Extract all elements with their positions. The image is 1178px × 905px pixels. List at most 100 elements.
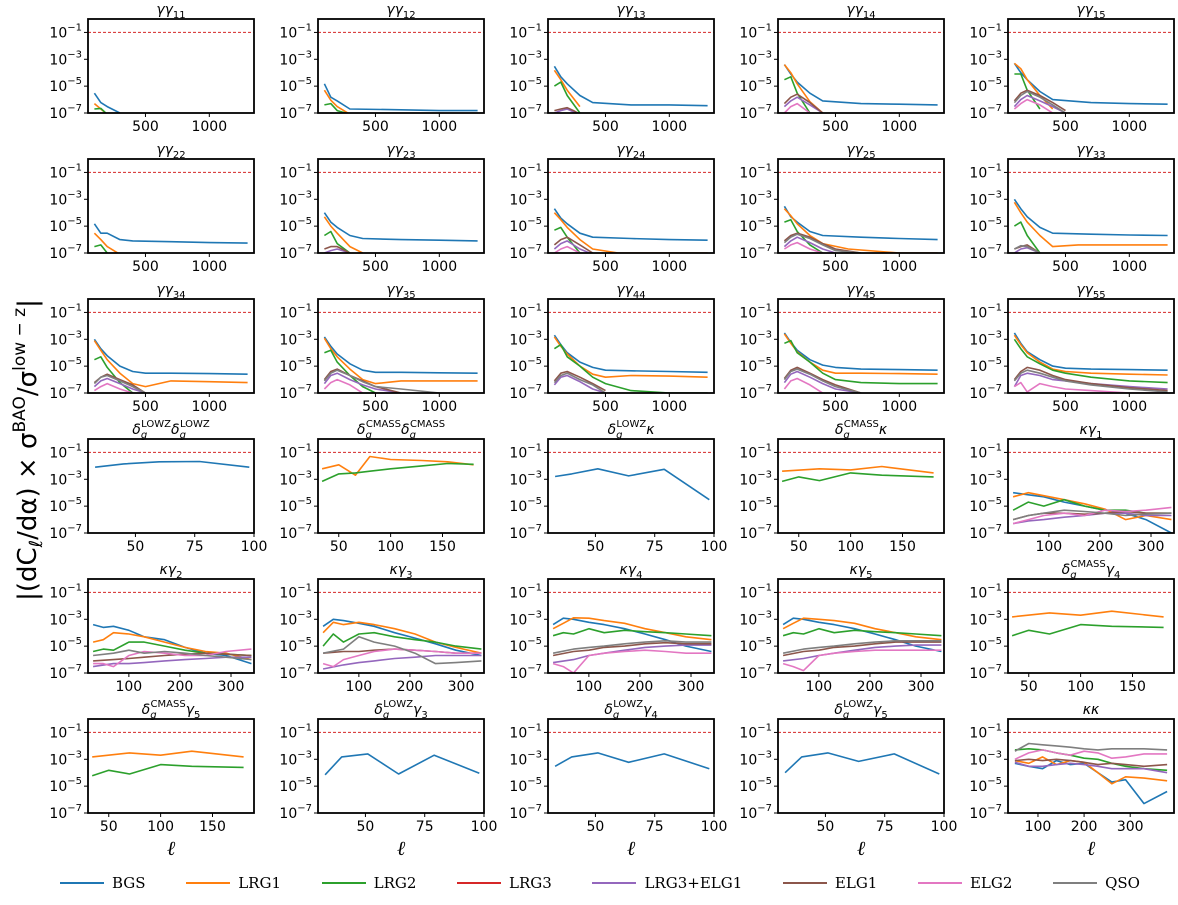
axes-frame [1007, 578, 1175, 674]
y-tick-label: 10−5 [279, 356, 312, 375]
y-tick-label: 10−1 [969, 722, 1002, 741]
x-tick-label: 1000 [1111, 399, 1147, 415]
y-tick-label: 10−7 [969, 803, 1002, 822]
y-tick-label: 10−1 [969, 582, 1002, 601]
y-tick-label: 10−1 [49, 22, 82, 41]
x-tick-label: 100 [147, 819, 174, 835]
y-tick-label: 10−3 [739, 49, 772, 68]
subplot-24: κγ5 10−1 10−3 10−5 10−7 100 200 300 [739, 562, 945, 695]
subplot-title: κγ5 [850, 562, 873, 581]
y-tick-label: 10−1 [49, 302, 82, 321]
x-tick-label: 500 [822, 119, 849, 135]
legend-item-lrg2: LRG2 [321, 874, 416, 892]
x-tick-label: 200 [1071, 819, 1098, 835]
x-tick-label: 300 [1138, 539, 1165, 555]
subplot-7: γγ23 10−1 10−3 10−5 10−7 500 1000 [279, 142, 485, 275]
legend-label: LRG3+ELG1 [644, 874, 743, 892]
legend-swatch [457, 882, 502, 884]
y-tick-label: 10−5 [509, 356, 542, 375]
y-tick-label: 10−5 [279, 776, 312, 795]
series-line-bgs [784, 752, 940, 775]
subplot-20: κγ1 10−1 10−3 10−5 10−7 100 200 300 [969, 422, 1175, 555]
y-tick-label: 10−3 [279, 329, 312, 348]
series-line-lrg1 [93, 232, 120, 253]
series-line-qso [782, 639, 942, 654]
x-tick-label: 300 [1117, 819, 1144, 835]
subplot-15: γγ55 10−1 10−3 10−5 10−7 500 1000 [969, 282, 1175, 415]
x-tick-label: 75 [646, 539, 664, 555]
x-tick-label: 500 [362, 119, 389, 135]
series-line-lrg2 [1014, 73, 1041, 110]
legend-swatch [782, 882, 827, 884]
legend-swatch [1053, 882, 1098, 884]
series-line-elg2 [783, 377, 824, 393]
series-line-bgs [782, 617, 942, 653]
y-tick-label: 10−7 [969, 243, 1002, 262]
x-tick-label: 1000 [881, 119, 917, 135]
x-tick-label: 200 [397, 679, 424, 695]
series-line-elg2 [783, 241, 823, 253]
series-line-qso [1013, 369, 1168, 393]
x-tick-label: 100 [805, 679, 832, 695]
subplot-4: γγ14 10−1 10−3 10−5 10−7 500 1000 [739, 2, 945, 135]
legend: BGS LRG1 LRG2 LRG3 LRG3+ELG1 ELG1 ELG2 QSO [60, 870, 1140, 896]
y-tick-label: 10−3 [969, 329, 1002, 348]
series-line-lrg2 [1011, 623, 1164, 637]
x-tick-label: 500 [132, 399, 159, 415]
subplot-title: γγ25 [846, 142, 875, 161]
legend-swatch [60, 882, 104, 884]
series-line-lrg3-elg1 [783, 644, 942, 662]
y-tick-label: 10−1 [279, 22, 312, 41]
x-tick-label: 300 [218, 679, 245, 695]
y-tick-label: 10−3 [969, 189, 1002, 208]
series-line-lrg1 [782, 617, 942, 641]
x-tick-label: 75 [416, 819, 434, 835]
y-tick-label: 10−1 [49, 162, 82, 181]
series-line-lrg1 [782, 465, 934, 474]
series-line-lrg1 [321, 455, 474, 477]
series-line-bgs [95, 460, 250, 468]
y-tick-label: 10−3 [49, 469, 82, 488]
series-line-elg1 [783, 232, 862, 253]
x-axis-label: ℓ [627, 836, 636, 860]
subplot-22: κγ3 10−1 10−3 10−5 10−7 100 200 300 [279, 562, 485, 695]
series-line-qso [1012, 509, 1172, 521]
subplot-23: κγ4 10−1 10−3 10−5 10−7 100 200 300 [509, 562, 715, 695]
x-tick-label: 500 [362, 399, 389, 415]
series-line-lrg3-elg1 [93, 377, 146, 393]
y-tick-label: 10−5 [739, 216, 772, 235]
series-line-bgs [553, 208, 708, 241]
subplot-25: δgCMASSγ4 10−1 10−3 10−5 10−7 50 100 150 [969, 559, 1175, 695]
y-tick-label: 10−7 [739, 103, 772, 122]
y-tick-label: 10−3 [279, 749, 312, 768]
y-tick-label: 10−5 [739, 636, 772, 655]
axes-frame [317, 718, 485, 814]
y-tick-label: 10−1 [49, 722, 82, 741]
axes-frame [547, 158, 715, 254]
x-tick-label: 500 [822, 259, 849, 275]
series-line-elg1 [1014, 758, 1168, 768]
x-tick-label: 150 [199, 819, 226, 835]
axes-frame [87, 578, 255, 674]
y-tick-label: 10−5 [739, 496, 772, 515]
x-tick-label: 50 [790, 539, 808, 555]
series-line-bgs [554, 467, 710, 501]
subplot-title: γγ15 [1076, 2, 1105, 21]
subplot-title: δgLOWZγ5 [834, 699, 887, 721]
y-tick-label: 10−5 [739, 76, 772, 95]
x-tick-label: 1000 [651, 259, 687, 275]
y-tick-label: 10−3 [739, 189, 772, 208]
x-tick-label: 1000 [421, 259, 457, 275]
series-line-elg1 [783, 93, 824, 113]
series-line-qso [322, 635, 482, 665]
subplot-title: γγ13 [616, 2, 645, 21]
x-tick-label: 1000 [421, 399, 457, 415]
y-tick-label: 10−7 [739, 803, 772, 822]
y-tick-label: 10−5 [969, 356, 1002, 375]
y-tick-label: 10−1 [509, 302, 542, 321]
legend-swatch [917, 882, 962, 884]
y-tick-label: 10−5 [509, 776, 542, 795]
y-tick-label: 10−3 [49, 49, 82, 68]
series-line-elg1 [324, 245, 351, 253]
series-line-bgs [323, 83, 478, 112]
